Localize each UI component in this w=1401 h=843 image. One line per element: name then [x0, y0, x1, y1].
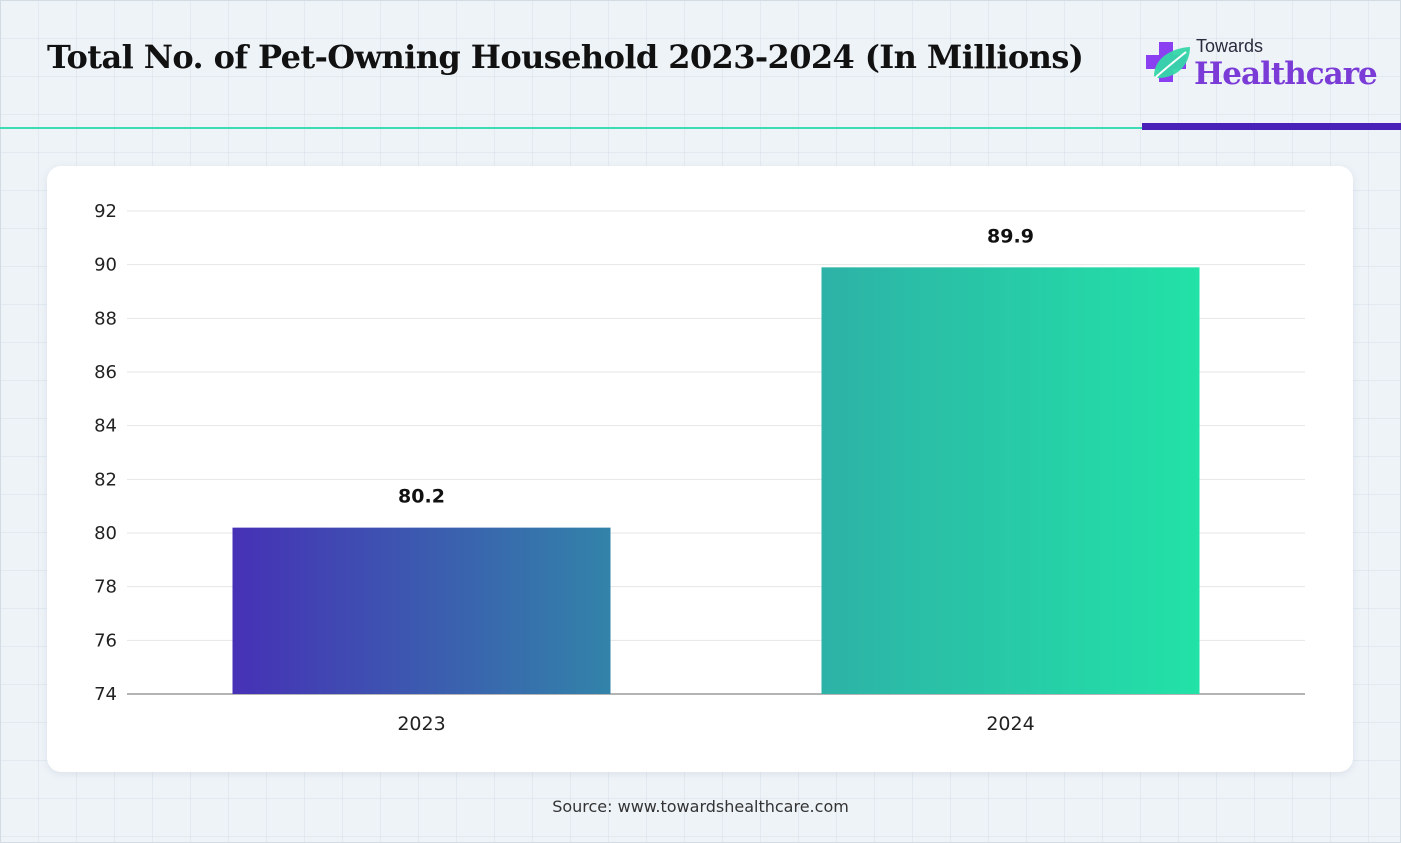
chart-card: 74 76 78 80 82 84 86 88 90 92 80.2 2023 89.9 2024	[47, 166, 1353, 772]
brand-logo: Towards Healthcare	[1144, 36, 1378, 96]
page-title: Total No. of Pet-Owning Household 2023-2…	[47, 38, 1084, 76]
y-tick-label: 84	[94, 416, 117, 437]
y-tick-label: 88	[94, 308, 117, 329]
x-tick-label-2023: 2023	[397, 713, 445, 735]
y-tick-label: 80	[94, 523, 117, 544]
y-tick-label: 82	[94, 469, 117, 490]
bar-chart: 74 76 78 80 82 84 86 88 90 92 80.2 2023 89.9 2024	[94, 201, 1305, 735]
data-label-2023: 80.2	[398, 486, 445, 508]
bars	[232, 267, 1200, 694]
y-tick-label: 78	[94, 577, 117, 598]
x-tick-label-2024: 2024	[986, 713, 1034, 735]
bar-2023	[232, 527, 611, 694]
bar-2024	[821, 267, 1200, 694]
y-tick-label: 76	[94, 630, 117, 651]
y-tick-label: 74	[94, 684, 117, 705]
source-note: Source: www.towardshealthcare.com	[552, 797, 849, 816]
header-divider-green	[0, 127, 1142, 129]
logo-top-text: Towards	[1196, 36, 1264, 56]
data-label-2024: 89.9	[987, 225, 1034, 247]
y-tick-label: 86	[94, 362, 117, 383]
y-tick-label: 92	[94, 201, 117, 222]
y-tick-label: 90	[94, 255, 117, 276]
logo-main-text: Healthcare	[1194, 56, 1378, 92]
chart-labels: 74 76 78 80 82 84 86 88 90 92 80.2 2023 89.9 2024	[94, 201, 1035, 735]
header-divider-purple	[1142, 123, 1401, 130]
medical-cross-leaf-icon	[1146, 42, 1190, 82]
